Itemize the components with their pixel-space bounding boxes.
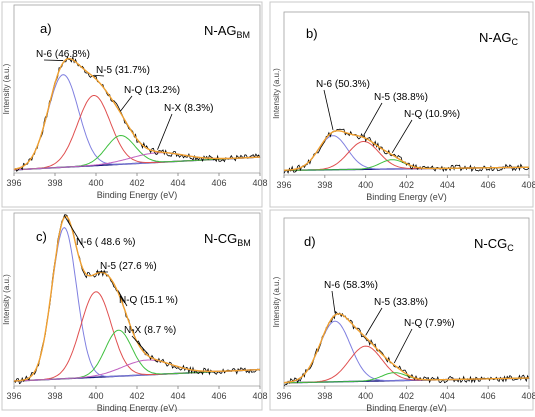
peak-label: N-5 (31.7%) [96,65,150,76]
panel-title: N-AGC [479,30,519,47]
peak-label-leader [392,120,412,153]
chart-panel-3: 396 398 400 402 404 406 408 Binding Energy (eV)… [2,210,268,412]
panel-title-main: N-AG [479,30,512,45]
peak-label: N-Q (15.1 %) [119,295,178,306]
panel-title: N-CGBM [204,231,251,248]
panel-letter: d) [304,234,316,249]
y-axis-label: Intensity (a.u.) [2,274,11,325]
x-tick-label: 400 [358,180,373,190]
panel-title-subscript: BM [237,30,251,40]
x-tick-label: 398 [47,391,62,401]
peak-3 [14,330,260,381]
chart-panel-4: 396 398 400 402 404 406 408 Binding Energy (eV)… [270,210,535,412]
peak-label-leader [366,308,382,335]
x-tick-label: 400 [88,178,103,188]
x-tick-label: 402 [129,178,144,188]
x-tick-label: 396 [276,391,291,401]
peak-label-leader [121,96,132,111]
chart-panel-1: 396 398 400 402 404 406 408 Binding Energy (eV)… [2,2,268,207]
panel-title-main: N-CG [204,231,237,246]
panel-letter: a) [40,21,52,36]
x-tick-label: 396 [276,180,291,190]
x-tick-label: 408 [252,391,267,401]
panel-title: N-CGC [474,236,514,253]
peak-label: N-6 (50.3%) [316,79,370,90]
peak-label-leader [364,103,382,135]
peak-label-leader [332,291,335,313]
peak-label-leader [158,114,173,150]
peak-label: N-5 (33.8%) [374,297,428,308]
panel-title-subscript: BM [237,238,251,248]
x-tick-label: 398 [317,391,332,401]
x-tick-label: 406 [481,391,496,401]
peak-label: N-5 (38.8%) [374,92,428,103]
peak-2 [284,346,529,383]
x-tick-label: 396 [6,178,21,188]
panel-title-subscript: C [507,243,514,253]
x-tick-label: 402 [129,391,144,401]
chart-panel-2: 396 398 400 402 404 406 408 Binding Energy (eV)… [270,2,535,207]
peak-label-leader [394,329,412,363]
peak-label: N-X (8.7 %) [124,325,176,336]
panel-title-main: N-AG [204,23,237,38]
panel-title-subscript: C [512,37,519,47]
y-axis-label: Intensity (a.u.) [272,276,281,327]
peak-label: N-6 (46.8%) [36,49,90,60]
x-tick-label: 400 [358,391,373,401]
x-axis-label: Binding Energy (eV) [366,192,447,202]
raw-spectrum-line [284,129,529,173]
peak-label: N-Q (7.9%) [404,318,455,329]
x-axis-label: Binding Energy (eV) [97,190,178,200]
panel-letter: c) [36,229,47,244]
peak-label-leader [132,336,147,353]
peak-label: N-Q (13.2%) [124,85,180,96]
x-tick-label: 406 [211,178,226,188]
peak-label: N-Q (10.9%) [404,109,460,120]
panel-title: N-AGBM [204,23,250,40]
x-tick-label: 408 [521,391,535,401]
y-axis-label: Intensity (a.u.) [2,63,11,114]
x-tick-label: 406 [481,180,496,190]
y-axis-label: Intensity (a.u.) [272,68,281,119]
x-tick-label: 398 [47,178,62,188]
peak-label-leader [44,60,63,61]
x-tick-label: 402 [399,180,414,190]
x-tick-label: 404 [170,178,185,188]
peak-label: N-X (8.3%) [164,103,213,114]
panel-letter: b) [306,26,318,41]
x-tick-label: 402 [399,391,414,401]
peak-label-leader [324,90,333,130]
x-tick-label: 408 [252,178,267,188]
x-tick-label: 400 [88,391,103,401]
x-tick-label: 404 [170,391,185,401]
peak-label: N-6 ( 48.6 %) [76,237,135,248]
x-axis-label: Binding Energy (eV) [97,403,178,412]
x-tick-label: 406 [211,391,226,401]
x-tick-label: 404 [440,391,455,401]
x-tick-label: 396 [6,391,21,401]
peak-label: N-5 (27.6 %) [100,261,157,272]
x-tick-label: 404 [440,180,455,190]
x-tick-label: 408 [521,180,535,190]
panel-title-main: N-CG [474,236,507,251]
peak-label: N-6 (58.3%) [324,280,378,291]
x-axis-label: Binding Energy (eV) [366,403,447,412]
x-tick-label: 398 [317,180,332,190]
